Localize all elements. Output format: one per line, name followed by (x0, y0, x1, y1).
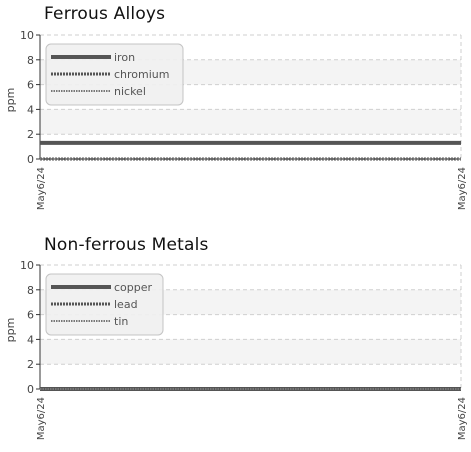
legend-label-lead: lead (114, 298, 138, 311)
x-tick-label: May6/24 (36, 397, 47, 440)
y-tick-label: 10 (20, 259, 34, 272)
grid-band (40, 339, 461, 365)
legend-label-copper: copper (114, 281, 153, 294)
legend: iron chromium nickel (45, 43, 184, 106)
y-tick-label: 4 (27, 103, 34, 116)
y-tick-label: 8 (27, 284, 34, 297)
y-tick-label: 10 (20, 29, 34, 42)
legend-label-chromium: chromium (114, 68, 170, 81)
chart-title-ferrous: Ferrous Alloys (44, 4, 166, 24)
legend-label-tin: tin (114, 315, 128, 328)
y-tick-label: 6 (27, 309, 34, 322)
chart-title-nonferrous: Non-ferrous Metals (44, 235, 209, 255)
x-tick-label: May6/24 (36, 167, 47, 210)
y-axis-label: ppm (4, 88, 17, 113)
non-ferrous-metals-chart: 0 2 4 6 8 10 ppm May6/24 May6/24 copper lead tin (4, 259, 468, 440)
legend-box (45, 43, 184, 106)
y-tick-label: 0 (27, 383, 34, 396)
grid-band (40, 109, 461, 135)
legend-label-iron: iron (114, 51, 135, 64)
y-tick-label: 0 (27, 153, 34, 166)
y-tick-label: 8 (27, 54, 34, 67)
x-tick-label: May6/24 (457, 167, 468, 210)
y-tick-label: 2 (27, 358, 34, 371)
legend-box (45, 273, 164, 336)
y-tick-label: 6 (27, 79, 34, 92)
y-tick-label: 2 (27, 128, 34, 141)
ferrous-alloys-chart: 0 2 4 6 8 10 ppm May6/24 May6/24 iron chromium nick… (4, 29, 468, 210)
legend-label-nickel: nickel (114, 85, 146, 98)
y-tick-label: 4 (27, 333, 34, 346)
legend: copper lead tin (45, 273, 164, 336)
x-tick-label: May6/24 (457, 397, 468, 440)
y-axis-label: ppm (4, 318, 17, 343)
